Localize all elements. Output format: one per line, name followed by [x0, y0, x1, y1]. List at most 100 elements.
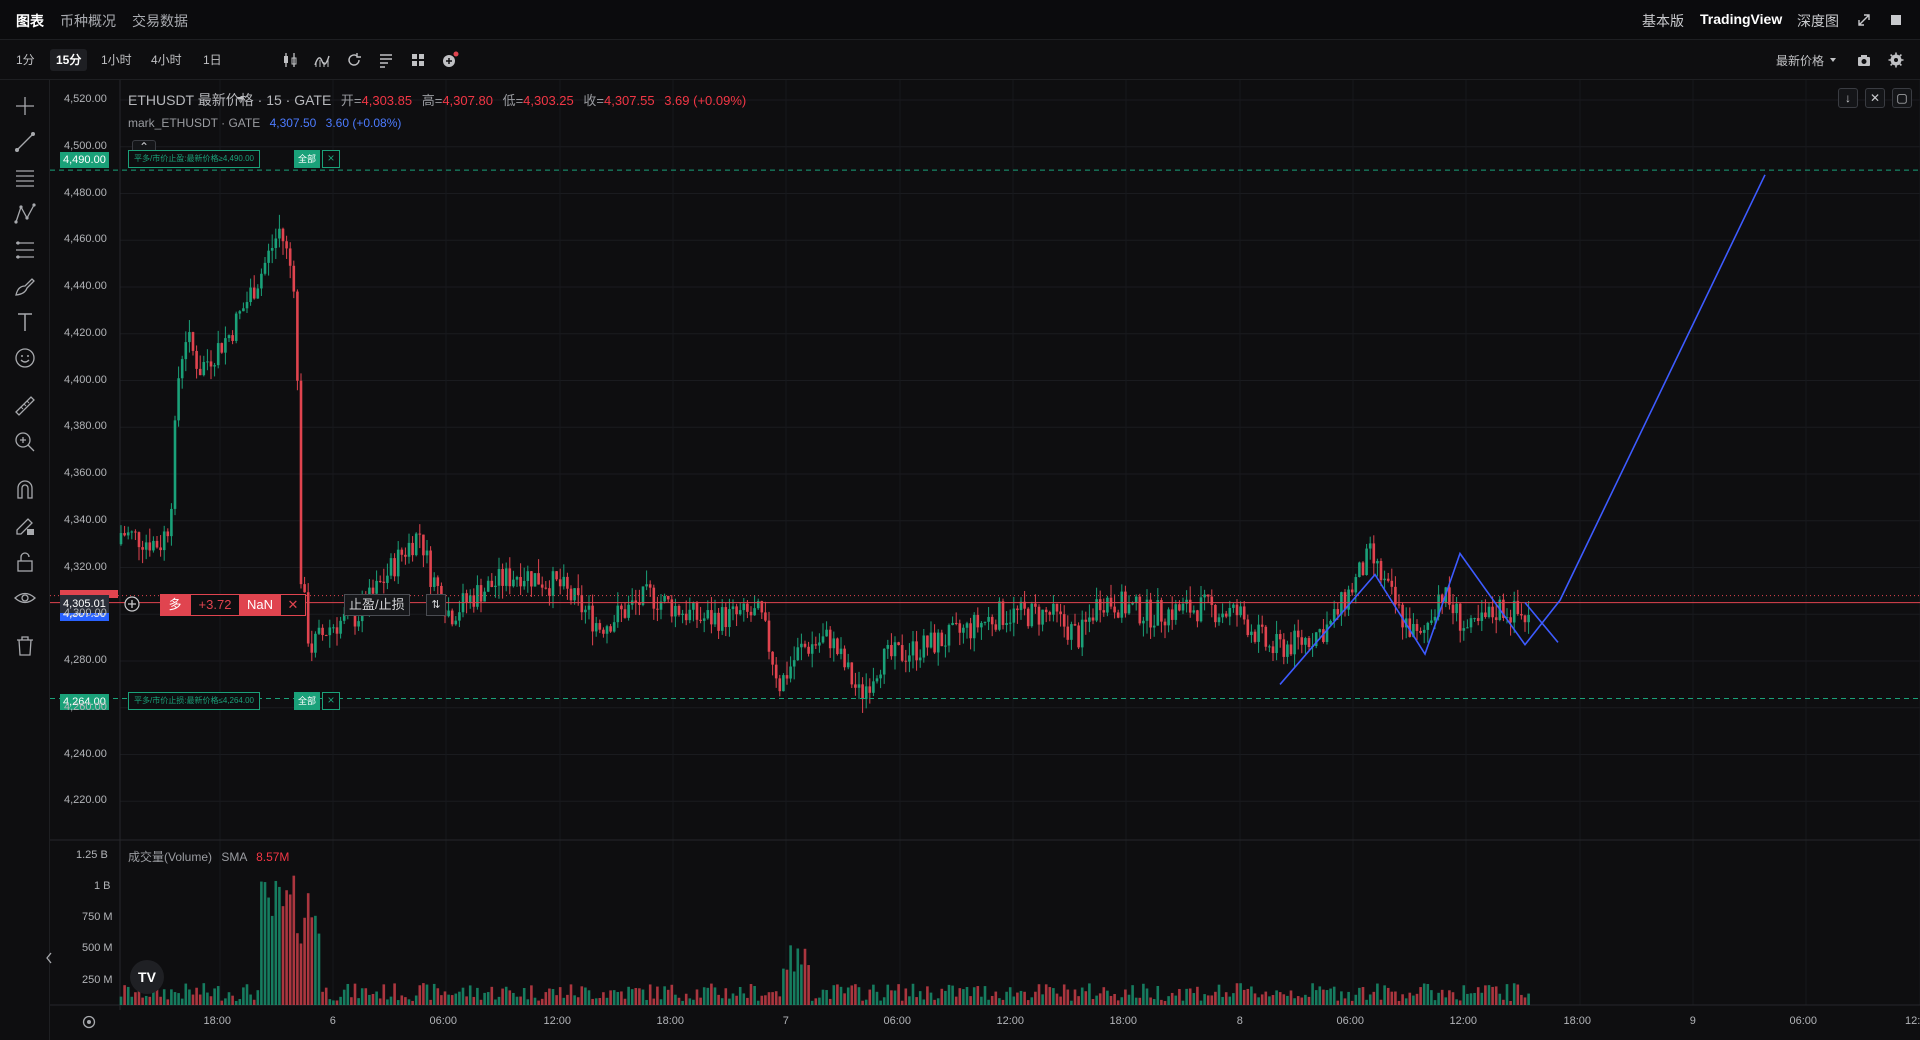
candle-body [807, 646, 810, 654]
eye-icon[interactable] [13, 586, 37, 610]
candle-body [908, 655, 911, 662]
depth-chart-button[interactable]: 深度图 [1797, 13, 1839, 29]
candle-type-icon[interactable] [281, 51, 299, 69]
expand-icon[interactable] [1857, 13, 1871, 27]
candle-body [566, 576, 569, 589]
tab-coin-overview[interactable]: 币种概况 [60, 13, 116, 29]
candle-body [1487, 606, 1491, 617]
candle-body [522, 580, 526, 587]
template-icon[interactable] [377, 51, 395, 69]
volume-bar [1444, 997, 1448, 1005]
position-close-button[interactable]: ✕ [280, 594, 306, 616]
price-chart-canvas[interactable] [50, 80, 1920, 1010]
layout-grid-icon[interactable] [409, 51, 427, 69]
brush-icon[interactable] [13, 274, 37, 298]
interval-1m[interactable]: 1分 [16, 53, 35, 67]
legend-high: 4,307.80 [442, 93, 493, 108]
tradingview-logo[interactable]: TV [130, 960, 164, 994]
tp-sl-button[interactable]: 止盈/止损 [344, 594, 410, 616]
tp-order-label[interactable]: 平多/市价止盈:最新价格≥4,490.00 [128, 150, 260, 168]
candle-body [1523, 615, 1527, 623]
volume-bar [864, 999, 868, 1005]
price-source-chevron-icon[interactable] [1829, 57, 1837, 63]
camera-icon[interactable] [1856, 52, 1872, 68]
interval-1d[interactable]: 1日 [203, 53, 222, 67]
candle-body [692, 602, 695, 610]
volume-bar [1253, 993, 1257, 1005]
sl-price-tag: 4,264.00 [60, 694, 109, 710]
add-indicator-icon[interactable] [441, 51, 459, 69]
scroll-down-button[interactable]: ↓ [1838, 88, 1858, 108]
price-source-select[interactable]: 最新价格 [1776, 54, 1825, 68]
ruler-icon[interactable] [13, 394, 37, 418]
tradingview-button[interactable]: TradingView [1700, 11, 1783, 27]
emoji-icon[interactable] [13, 346, 37, 370]
restore-button[interactable]: ▢ [1892, 88, 1912, 108]
tp-all-button[interactable]: 全部 [294, 150, 321, 168]
chart-settings-icon[interactable] [80, 1013, 98, 1031]
candle-body [314, 633, 317, 653]
candle-body [872, 681, 875, 693]
interval-4h[interactable]: 4小时 [151, 53, 182, 67]
candle-body [965, 623, 969, 628]
horizontal-lines-icon[interactable] [13, 166, 37, 190]
add-order-plus-icon[interactable] [124, 596, 140, 612]
trend-line-icon[interactable] [13, 130, 37, 154]
price-axis-label: 4,360.00 [64, 467, 107, 480]
volume-bar [504, 986, 508, 1005]
fib-icon[interactable] [13, 238, 37, 262]
zoom-in-icon[interactable] [13, 430, 37, 454]
sl-all-button[interactable]: 全部 [294, 692, 321, 710]
legend-mark-change: 3.60 (+0.08%) [325, 116, 402, 130]
lock-icon[interactable] [13, 550, 37, 574]
volume-bar [393, 983, 396, 1005]
candle-body [296, 291, 299, 381]
candle-body [785, 675, 789, 679]
indicators-icon[interactable] [313, 51, 331, 69]
position-side[interactable]: 多 [160, 594, 190, 616]
tab-trade-data[interactable]: 交易数据 [132, 13, 188, 29]
candle-body [634, 600, 638, 603]
refresh-icon[interactable] [345, 51, 363, 69]
chevron-down-icon[interactable] [235, 96, 245, 104]
volume-bar [1354, 994, 1358, 1005]
candle-body [476, 585, 479, 607]
basic-view-button[interactable]: 基本版 [1642, 13, 1684, 29]
chart-area[interactable] [50, 80, 1920, 1010]
volume-bar [598, 998, 602, 1005]
volume-bar [1160, 999, 1163, 1005]
collapse-button[interactable]: ✕ [1865, 88, 1885, 108]
drag-handle[interactable]: ⇅ [426, 594, 446, 616]
sl-cancel-button[interactable]: × [322, 692, 340, 710]
candle-body [1145, 599, 1149, 621]
settings-gear-icon[interactable] [1888, 52, 1904, 68]
candle-body [605, 626, 609, 634]
candle-body [1034, 603, 1037, 607]
candle-body [324, 635, 328, 637]
collapse-sidebar-icon[interactable] [44, 950, 54, 966]
price-axis-label: 4,460.00 [64, 233, 107, 246]
sl-order-label[interactable]: 平多/市价止损:最新价格≤4,264.00 [128, 692, 260, 710]
volume-bar [548, 988, 551, 1005]
tab-chart[interactable]: 图表 [16, 13, 44, 29]
candle-body [1160, 600, 1163, 622]
text-icon[interactable] [13, 310, 37, 334]
magnet-icon[interactable] [13, 478, 37, 502]
volume-bar [1455, 999, 1458, 1005]
volume-bar [342, 989, 346, 1005]
volume-bar [940, 988, 944, 1005]
volume-bar [1257, 997, 1260, 1005]
trash-icon[interactable] [13, 634, 37, 658]
interval-1h[interactable]: 1小时 [101, 53, 132, 67]
tp-cancel-button[interactable]: × [322, 150, 340, 168]
volume-bar [198, 994, 202, 1005]
crosshair-icon[interactable] [13, 94, 37, 118]
fullscreen-icon[interactable] [1889, 13, 1903, 27]
interval-15m[interactable]: 15分 [50, 49, 88, 71]
pattern-icon[interactable] [13, 202, 37, 226]
draw-lock-icon[interactable] [13, 514, 37, 538]
volume-bar [609, 990, 612, 1005]
candle-body [1502, 599, 1505, 618]
time-axis-label: 18:00 [203, 1015, 232, 1027]
candle-body [299, 380, 303, 585]
